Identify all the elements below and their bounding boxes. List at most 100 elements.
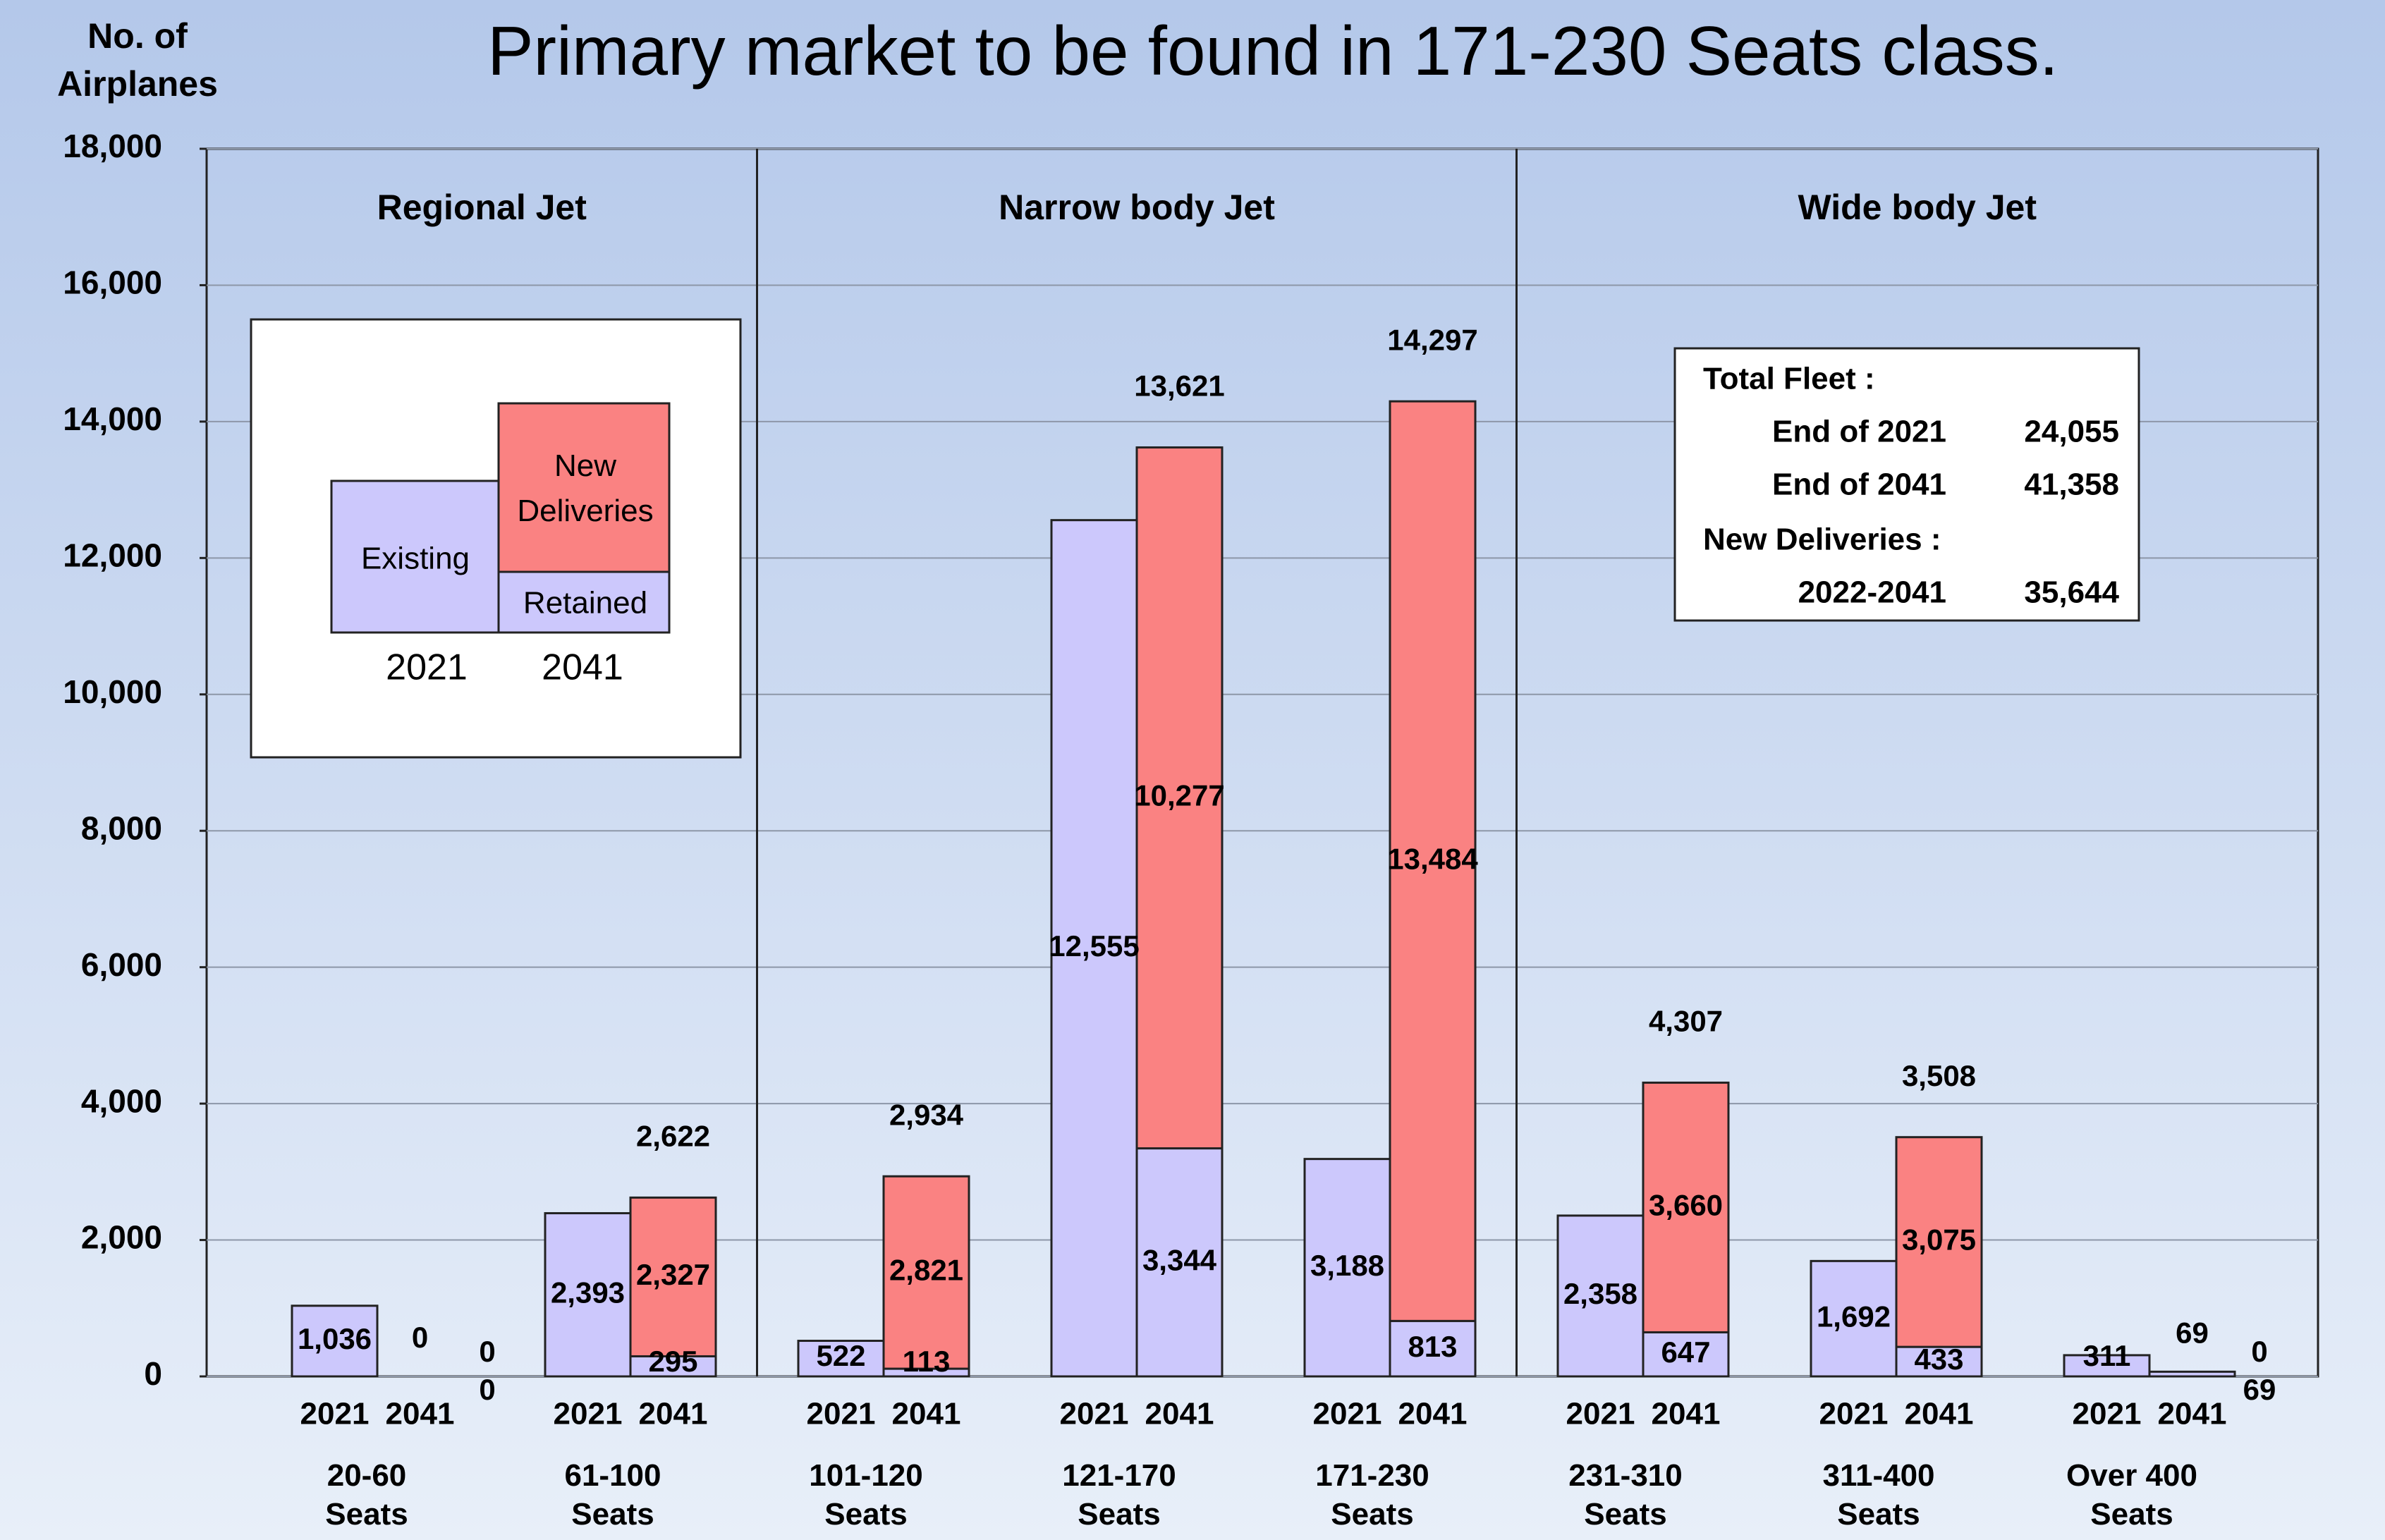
value-label: 69 (2243, 1373, 2276, 1406)
total-label: 13,621 (1134, 369, 1224, 403)
value-label: 295 (648, 1345, 697, 1378)
bar-existing (1050, 519, 1138, 1378)
bar-new (1389, 400, 1477, 1322)
bar-new (1642, 1081, 1730, 1333)
category-label: 101-120 Seats (809, 1458, 922, 1532)
info-value: 24,055 (2024, 415, 2119, 449)
value-label: 2,327 (636, 1258, 710, 1291)
x-tick-label: 2021 (2073, 1397, 2142, 1431)
legend-swatch (497, 570, 671, 634)
y-tick-label: 6,000 (81, 946, 162, 983)
value-label: 3,188 (1310, 1249, 1384, 1282)
category-label: 171-230 Seats (1315, 1458, 1429, 1532)
value-label: 13,484 (1387, 842, 1478, 875)
category-label: 231-310 Seats (1568, 1458, 1682, 1532)
value-label: 2,821 (889, 1254, 963, 1287)
bar-retained (1642, 1331, 1730, 1378)
value-label: 10,277 (1134, 779, 1224, 812)
total-label: 14,297 (1387, 323, 1477, 356)
group-label: Narrow body Jet (999, 188, 1275, 227)
info-value: 41,358 (2024, 468, 2119, 502)
x-tick-label: 2041 (2158, 1397, 2227, 1431)
chart-title: Primary market to be found in 171-230 Se… (487, 12, 2058, 90)
x-tick-label: 2021 (1819, 1397, 1889, 1431)
x-tick-label: 2021 (807, 1397, 876, 1431)
group-label: Wide body Jet (1798, 188, 2037, 227)
value-label: 433 (1914, 1343, 1963, 1376)
legend-year: 2021 (386, 647, 468, 688)
value-label: 813 (1408, 1330, 1457, 1363)
category-label: 311-400 Seats (1822, 1458, 1934, 1532)
x-tick-label: 2041 (892, 1397, 961, 1431)
y-tick-label: 16,000 (63, 264, 162, 301)
legend-year: 2041 (542, 647, 623, 688)
info-box (1673, 347, 2140, 622)
info-label: 2022-2041 (1798, 575, 1946, 610)
bar-new (629, 1196, 717, 1357)
value-label: 311 (2083, 1339, 2131, 1372)
value-label: 1,692 (1817, 1300, 1891, 1333)
x-tick-label: 2041 (1905, 1397, 1974, 1431)
bar-retained (1389, 1319, 1477, 1378)
x-tick-label: 2041 (639, 1397, 708, 1431)
value-label: 3,344 (1142, 1243, 1217, 1276)
category-label: 61-100 Seats (564, 1458, 661, 1532)
x-tick-label: 2021 (1060, 1397, 1129, 1431)
y-tick-label: 12,000 (63, 537, 162, 573)
x-tick-label: 2021 (1313, 1397, 1382, 1431)
x-tick-label: 2041 (1398, 1397, 1468, 1431)
info-label: End of 2021 (1772, 415, 1946, 449)
value-label: 647 (1661, 1336, 1710, 1369)
bar-retained (2148, 1370, 2236, 1378)
total-label: 69 (2176, 1316, 2209, 1349)
value-label: 522 (816, 1339, 865, 1372)
group-label: Regional Jet (377, 188, 587, 227)
bar-existing (797, 1340, 885, 1378)
value-label: 1,036 (298, 1322, 372, 1355)
value-label: 2,393 (551, 1276, 625, 1309)
legend-swatch (497, 402, 671, 573)
bar-new (1895, 1136, 1983, 1348)
legend-label: New Deliveries (517, 448, 653, 528)
category-label: 121-170 Seats (1062, 1458, 1176, 1532)
category-label: 20-60 Seats (325, 1458, 408, 1532)
category-label: Over 400 Seats (2066, 1458, 2197, 1532)
bar-new (882, 1175, 970, 1370)
y-tick-label: 2,000 (81, 1219, 162, 1256)
bar-retained (1135, 1147, 1224, 1378)
value-label: 0 (479, 1335, 495, 1368)
legend-swatch (330, 479, 500, 634)
bar-retained (629, 1355, 717, 1378)
x-tick-label: 2021 (1566, 1397, 1635, 1431)
info-label: End of 2041 (1772, 468, 1946, 502)
x-tick-label: 2041 (1652, 1397, 1721, 1431)
info-heading: Total Fleet : (1703, 362, 1875, 396)
value-label: 3,660 (1649, 1189, 1723, 1222)
total-label: 4,307 (1649, 1005, 1723, 1038)
value-label: 0 (2251, 1335, 2267, 1368)
bar-existing (2063, 1354, 2151, 1378)
value-label: 3,075 (1902, 1223, 1976, 1257)
y-tick-label: 8,000 (81, 809, 162, 846)
y-tick-label: 14,000 (63, 401, 162, 437)
value-label: 12,555 (1049, 929, 1139, 963)
x-tick-label: 2041 (1145, 1397, 1214, 1431)
info-value: 35,644 (2024, 575, 2119, 610)
y-axis-title: No. of Airplanes (57, 16, 218, 104)
y-tick-label: 0 (144, 1355, 162, 1392)
value-label: 2,358 (1563, 1277, 1637, 1310)
y-tick-label: 4,000 (81, 1082, 162, 1119)
value-label: 0 (479, 1373, 495, 1406)
total-label: 0 (412, 1321, 428, 1354)
total-label: 3,508 (1902, 1059, 1976, 1092)
info-heading: New Deliveries : (1703, 522, 1941, 557)
total-label: 2,622 (636, 1119, 710, 1152)
bar-existing (291, 1304, 379, 1378)
x-tick-label: 2021 (554, 1397, 623, 1431)
x-tick-label: 2041 (386, 1397, 455, 1431)
total-label: 2,934 (889, 1098, 964, 1131)
bar-existing (544, 1212, 632, 1378)
y-tick-label: 10,000 (63, 673, 162, 710)
